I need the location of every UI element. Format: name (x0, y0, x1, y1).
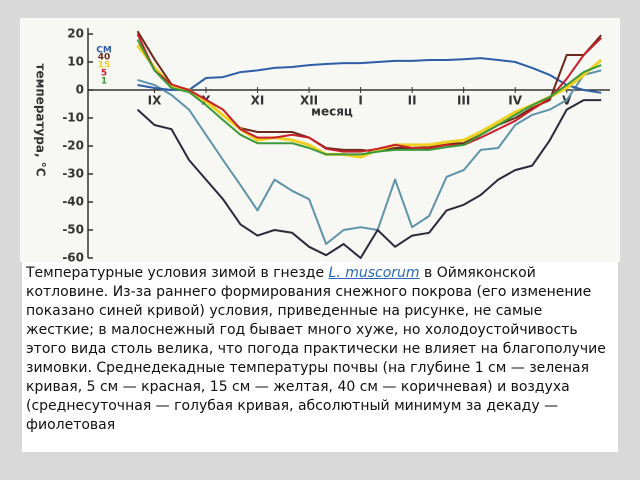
caption: Температурные условия зимой в гнезде L. … (22, 262, 618, 452)
y-tick-label: 0 (76, 83, 84, 97)
y-tick-label: -20 (62, 139, 84, 153)
series-line (136, 99, 602, 259)
y-tick-label: -10 (62, 111, 84, 125)
y-axis-title: температура, °С (34, 63, 48, 176)
y-tick-label: -30 (62, 167, 84, 181)
series-line (137, 69, 602, 245)
x-tick-label: II (408, 94, 417, 108)
y-tick-label: -60 (62, 251, 84, 263)
series-line (136, 39, 602, 156)
caption-text: в Оймяконской котловине. Из-за раннего ф… (26, 265, 606, 433)
legend-label: 15 (98, 61, 111, 71)
chart-background (20, 18, 620, 262)
x-tick-label: I (358, 94, 362, 108)
legend-label: 5 (101, 69, 107, 79)
series-line (136, 33, 602, 153)
caption-text: Температурные условия зимой в гнезде (26, 265, 329, 281)
species-link[interactable]: L. muscorum (328, 265, 420, 281)
y-tick-label: 10 (67, 55, 84, 69)
x-tick-label: IX (148, 94, 162, 108)
x-axis-title: месяц (311, 105, 353, 119)
x-tick-label: IV (508, 94, 522, 108)
legend-title: СМ (96, 46, 112, 56)
x-tick-label: XI (251, 94, 265, 108)
y-tick-label: -50 (62, 223, 84, 237)
legend-label: 40 (98, 53, 111, 63)
y-tick-label: -40 (62, 195, 84, 209)
x-tick-label: III (457, 94, 470, 108)
chart: температура, °С месяц СМ 20 10 0 -10 -20 -30 -… (20, 18, 620, 263)
y-tick-label: 20 (67, 27, 84, 41)
x-tick-label: XII (300, 94, 318, 108)
legend-label: 1 (101, 77, 107, 87)
series-line (137, 57, 602, 94)
